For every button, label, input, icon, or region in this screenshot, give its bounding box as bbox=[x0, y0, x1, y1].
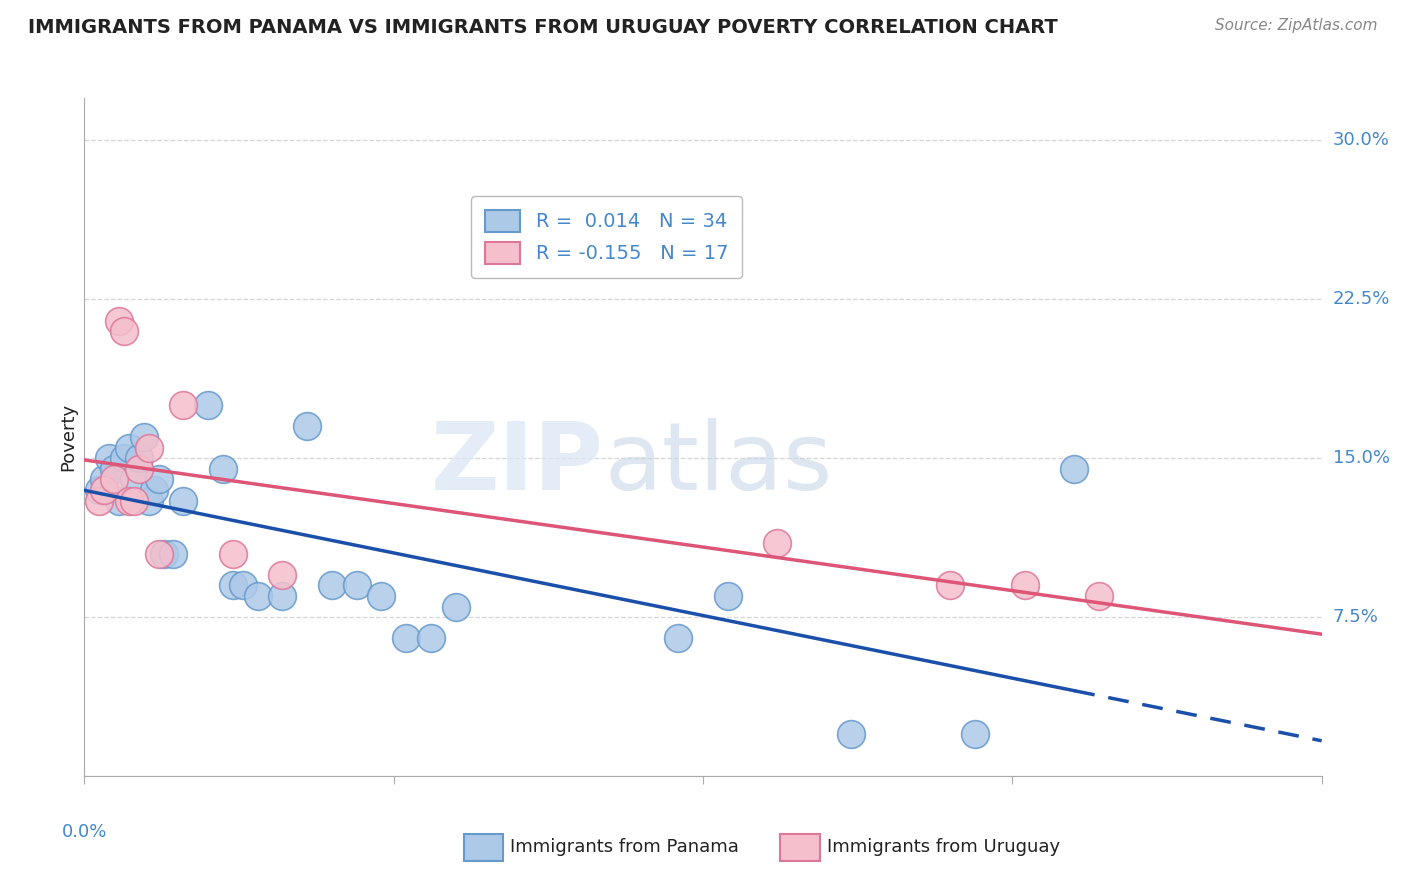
Point bbox=[295, 419, 318, 434]
Point bbox=[138, 493, 160, 508]
Point bbox=[222, 547, 245, 561]
Point bbox=[112, 324, 135, 338]
Point bbox=[148, 547, 170, 561]
Point bbox=[232, 578, 254, 592]
Point bbox=[1063, 462, 1085, 476]
Point bbox=[118, 493, 141, 508]
Point bbox=[172, 493, 194, 508]
Text: Source: ZipAtlas.com: Source: ZipAtlas.com bbox=[1215, 18, 1378, 33]
Point bbox=[197, 398, 219, 412]
Point bbox=[148, 472, 170, 486]
Point bbox=[122, 493, 145, 508]
Point bbox=[108, 493, 131, 508]
Text: 22.5%: 22.5% bbox=[1333, 291, 1391, 309]
Point bbox=[128, 462, 150, 476]
Point bbox=[132, 430, 155, 444]
Point bbox=[103, 472, 125, 486]
Point bbox=[939, 578, 962, 592]
Point bbox=[841, 726, 863, 740]
Point bbox=[89, 483, 111, 497]
Point bbox=[419, 632, 441, 646]
Point bbox=[118, 441, 141, 455]
Point bbox=[321, 578, 343, 592]
Point bbox=[162, 547, 184, 561]
Point bbox=[128, 451, 150, 466]
Point bbox=[1088, 589, 1111, 603]
Point bbox=[370, 589, 392, 603]
Text: 0.0%: 0.0% bbox=[62, 823, 107, 841]
Point bbox=[246, 589, 269, 603]
Point bbox=[717, 589, 740, 603]
Text: atlas: atlas bbox=[605, 418, 832, 510]
Point bbox=[93, 472, 115, 486]
Text: 7.5%: 7.5% bbox=[1333, 608, 1379, 626]
Point bbox=[965, 726, 987, 740]
Point bbox=[444, 599, 467, 614]
Point bbox=[271, 589, 294, 603]
Point bbox=[112, 451, 135, 466]
Text: ZIP: ZIP bbox=[432, 418, 605, 510]
Point bbox=[98, 451, 121, 466]
Point bbox=[271, 567, 294, 582]
Legend: R =  0.014   N = 34, R = -0.155   N = 17: R = 0.014 N = 34, R = -0.155 N = 17 bbox=[471, 196, 742, 277]
Point bbox=[103, 462, 125, 476]
Point bbox=[1014, 578, 1036, 592]
Point bbox=[152, 547, 174, 561]
Point bbox=[172, 398, 194, 412]
Point bbox=[766, 536, 789, 550]
Y-axis label: Poverty: Poverty bbox=[59, 403, 77, 471]
Point bbox=[666, 632, 689, 646]
Text: Immigrants from Panama: Immigrants from Panama bbox=[510, 838, 740, 856]
Point bbox=[346, 578, 368, 592]
Point bbox=[395, 632, 418, 646]
Text: 15.0%: 15.0% bbox=[1333, 450, 1389, 467]
Point bbox=[108, 313, 131, 327]
Point bbox=[89, 493, 111, 508]
Point bbox=[222, 578, 245, 592]
Text: Immigrants from Uruguay: Immigrants from Uruguay bbox=[827, 838, 1060, 856]
Point bbox=[212, 462, 235, 476]
Point bbox=[93, 483, 115, 497]
Point bbox=[142, 483, 165, 497]
Text: 30.0%: 30.0% bbox=[1333, 131, 1389, 150]
Text: IMMIGRANTS FROM PANAMA VS IMMIGRANTS FROM URUGUAY POVERTY CORRELATION CHART: IMMIGRANTS FROM PANAMA VS IMMIGRANTS FRO… bbox=[28, 18, 1057, 37]
Point bbox=[138, 441, 160, 455]
Point bbox=[122, 472, 145, 486]
